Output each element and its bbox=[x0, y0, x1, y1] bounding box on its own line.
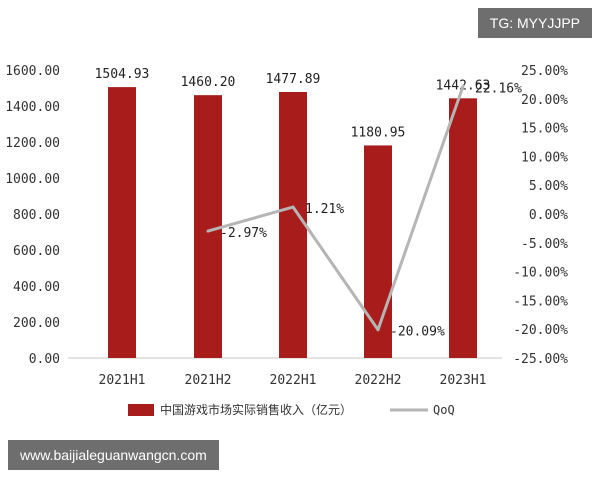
qoq-value-labels: -2.97% 1.21% -20.09% 22.16% bbox=[220, 81, 522, 339]
left-axis-tick-label: 600.00 bbox=[13, 244, 60, 259]
left-axis-tick-label: 800.00 bbox=[13, 208, 60, 223]
qoq-point bbox=[206, 229, 210, 233]
bar-value-label: 1460.20 bbox=[181, 75, 236, 90]
right-axis-tick-label: 15.00% bbox=[521, 122, 568, 137]
right-axis-tick-label: 10.00% bbox=[521, 150, 568, 165]
right-axis-tick-label: 5.00% bbox=[529, 179, 568, 194]
right-axis-tick-label: -10.00% bbox=[513, 266, 568, 281]
left-axis-tick-label: 1600.00 bbox=[5, 64, 60, 79]
bar-value-label: 1477.89 bbox=[266, 72, 321, 87]
bar bbox=[364, 145, 392, 358]
category-label: 2021H1 bbox=[99, 373, 146, 388]
bar bbox=[279, 91, 307, 358]
right-axis-tick-label: -5.00% bbox=[521, 237, 568, 252]
category-label: 2022H1 bbox=[270, 373, 317, 388]
legend: 中国游戏市场实际销售收入（亿元） QoQ bbox=[128, 402, 455, 417]
bars bbox=[108, 87, 477, 358]
qoq-value-label: 22.16% bbox=[475, 81, 522, 96]
qoq-point bbox=[376, 328, 380, 332]
bar bbox=[108, 87, 136, 358]
legend-label-qoq: QoQ bbox=[433, 403, 455, 417]
right-axis-tick-label: 0.00% bbox=[529, 208, 568, 223]
legend-swatch-revenue bbox=[128, 404, 154, 416]
qoq-point bbox=[461, 84, 465, 88]
right-axis-tick-label: -25.00% bbox=[513, 352, 568, 367]
right-axis-ticks: -25.00% -20.00% -15.00% -10.00% -5.00% 0.00% 5… bbox=[513, 64, 568, 367]
qoq-value-label: -2.97% bbox=[220, 226, 267, 241]
qoq-line-path bbox=[207, 85, 465, 332]
left-axis-tick-label: 200.00 bbox=[13, 316, 60, 331]
qoq-point bbox=[291, 205, 295, 209]
right-axis-tick-label: 25.00% bbox=[521, 64, 568, 79]
qoq-value-label: 1.21% bbox=[305, 202, 344, 217]
left-axis-tick-label: 1200.00 bbox=[5, 136, 60, 151]
bar-value-label: 1180.95 bbox=[351, 125, 406, 140]
category-label: 2021H2 bbox=[185, 373, 232, 388]
right-axis-tick-label: -20.00% bbox=[513, 323, 568, 338]
qoq-line bbox=[206, 84, 465, 332]
left-axis-tick-label: 1000.00 bbox=[5, 172, 60, 187]
left-axis-tick-label: 1400.00 bbox=[5, 100, 60, 115]
left-axis-tick-label: 0.00 bbox=[29, 352, 60, 367]
tg-badge: TG: MYYJJPP bbox=[477, 8, 592, 38]
legend-label-revenue: 中国游戏市场实际销售收入（亿元） bbox=[160, 402, 352, 417]
bar bbox=[449, 98, 477, 358]
left-axis-tick-label: 400.00 bbox=[13, 280, 60, 295]
right-axis-tick-label: 20.00% bbox=[521, 93, 568, 108]
category-label: 2022H2 bbox=[355, 373, 402, 388]
left-axis-ticks: 0.00 200.00 400.00 600.00 800.00 1000.00 1200.… bbox=[5, 64, 60, 367]
bar-value-label: 1504.93 bbox=[95, 67, 150, 82]
qoq-value-label: -20.09% bbox=[390, 325, 445, 340]
bar bbox=[194, 95, 222, 358]
site-url-badge[interactable]: www.baijialeguanwangcn.com bbox=[8, 440, 219, 470]
right-axis-tick-label: -15.00% bbox=[513, 294, 568, 309]
category-label: 2023H1 bbox=[440, 373, 487, 388]
category-labels: 2021H1 2021H2 2022H1 2022H2 2023H1 bbox=[99, 373, 487, 388]
